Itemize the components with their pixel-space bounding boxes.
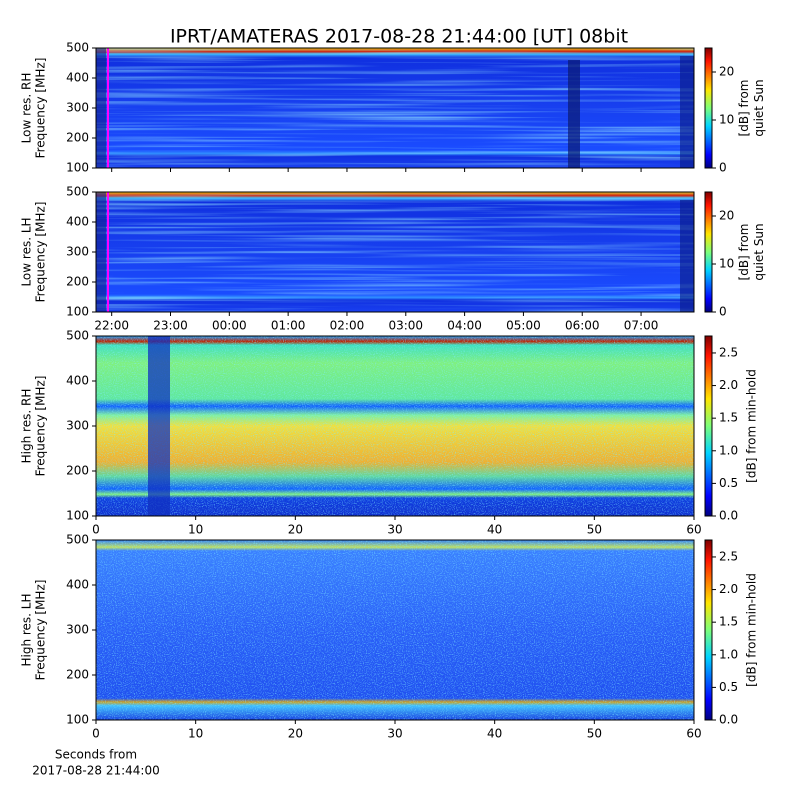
colorbar-tick-label: 1.0 (719, 443, 738, 457)
y-tick-label: 100 (66, 509, 89, 523)
colorbar-tick-label: 2.0 (719, 378, 738, 392)
y-tick-label: 400 (66, 71, 89, 85)
x-tick-label: 07:00 (624, 319, 659, 333)
y-axis-label: Frequency [MHz] (34, 58, 48, 159)
colorbar-tick-label: 1.5 (719, 411, 738, 425)
y-tick-label: 500 (66, 41, 89, 55)
y-tick-label: 400 (66, 578, 89, 592)
colorbar-tick-label: 0.0 (719, 509, 738, 523)
colorbar-label: [dB] from (737, 224, 751, 281)
y-tick-label: 300 (66, 245, 89, 259)
colorbar-tick-label: 2.5 (719, 549, 738, 563)
colorbar-tick-label: 10 (719, 113, 734, 127)
y-tick-label: 500 (66, 329, 89, 343)
x-tick-label: 05:00 (506, 319, 541, 333)
y-tick-label: 200 (66, 131, 89, 145)
colorbar-tick-label: 1.5 (719, 615, 738, 629)
x-tick-label: 23:00 (153, 319, 188, 333)
colorbar-tick-label: 0 (719, 305, 727, 319)
y-tick-label: 200 (66, 464, 89, 478)
x-tick-label: 40 (487, 727, 502, 741)
y-axis-label: Frequency [MHz] (34, 376, 48, 477)
colorbar (704, 539, 713, 721)
colorbar-tick-label: 10 (719, 257, 734, 271)
y-tick-label: 400 (66, 215, 89, 229)
colorbar-tick-label: 20 (719, 209, 734, 223)
x-tick-label: 20 (288, 727, 303, 741)
colorbar-label: [dB] from min-hold (745, 573, 759, 687)
x-tick-label: 03:00 (388, 319, 423, 333)
x-tick-label: 30 (387, 727, 402, 741)
y-axis-label: High res. LH (20, 593, 34, 666)
x-axis-label: 2017-08-28 21:44:00 (32, 764, 159, 778)
colorbar-tick-label: 20 (719, 65, 734, 79)
colorbar-tick-label: 0.5 (719, 476, 738, 490)
y-tick-label: 300 (66, 623, 89, 637)
x-tick-label: 60 (686, 727, 701, 741)
colorbar (704, 191, 713, 313)
y-axis-label: Frequency [MHz] (34, 580, 48, 681)
x-tick-label: 06:00 (565, 319, 600, 333)
x-tick-label: 40 (487, 523, 502, 537)
x-tick-label: 01:00 (271, 319, 306, 333)
colorbar-label: quiet Sun (752, 223, 766, 280)
colorbar-tick-label: 0.5 (719, 680, 738, 694)
colorbar-label: [dB] from (737, 80, 751, 137)
x-tick-label: 04:00 (447, 319, 482, 333)
x-tick-label: 0 (92, 523, 100, 537)
x-tick-label: 50 (587, 727, 602, 741)
colorbar (704, 335, 713, 517)
y-axis-label: High res. RH (20, 389, 34, 464)
y-axis-label: Frequency [MHz] (34, 202, 48, 303)
y-tick-label: 100 (66, 305, 89, 319)
y-axis-label: Low res. RH (20, 73, 34, 144)
spectrogram-texture (96, 48, 694, 720)
y-tick-label: 400 (66, 374, 89, 388)
colorbar-label: [dB] from min-hold (745, 369, 759, 483)
x-tick-label: 22:00 (94, 319, 129, 333)
y-tick-label: 200 (66, 668, 89, 682)
colorbar-tick-label: 2.5 (719, 345, 738, 359)
colorbar-label: quiet Sun (752, 79, 766, 136)
y-tick-label: 100 (66, 161, 89, 175)
x-tick-label: 00:00 (212, 319, 247, 333)
x-tick-label: 10 (188, 727, 203, 741)
y-tick-label: 300 (66, 101, 89, 115)
x-tick-label: 50 (587, 523, 602, 537)
y-tick-label: 200 (66, 275, 89, 289)
y-axis-label: Low res. LH (20, 217, 34, 286)
x-axis-label: Seconds from (55, 748, 137, 762)
y-tick-label: 300 (66, 419, 89, 433)
colorbar-tick-label: 2.0 (719, 582, 738, 596)
x-tick-label: 0 (92, 727, 100, 741)
x-tick-label: 60 (686, 523, 701, 537)
colorbar (704, 47, 713, 169)
x-tick-label: 20 (288, 523, 303, 537)
colorbar-tick-label: 0 (719, 161, 727, 175)
x-tick-label: 30 (387, 523, 402, 537)
chart-title: IPRT/AMATERAS 2017-08-28 21:44:00 [UT] 0… (170, 26, 628, 48)
colorbar-tick-label: 1.0 (719, 647, 738, 661)
y-tick-label: 100 (66, 713, 89, 727)
x-tick-label: 02:00 (330, 319, 365, 333)
y-tick-label: 500 (66, 185, 89, 199)
colorbar-tick-label: 0.0 (719, 713, 738, 727)
y-tick-label: 500 (66, 533, 89, 547)
x-tick-label: 10 (188, 523, 203, 537)
